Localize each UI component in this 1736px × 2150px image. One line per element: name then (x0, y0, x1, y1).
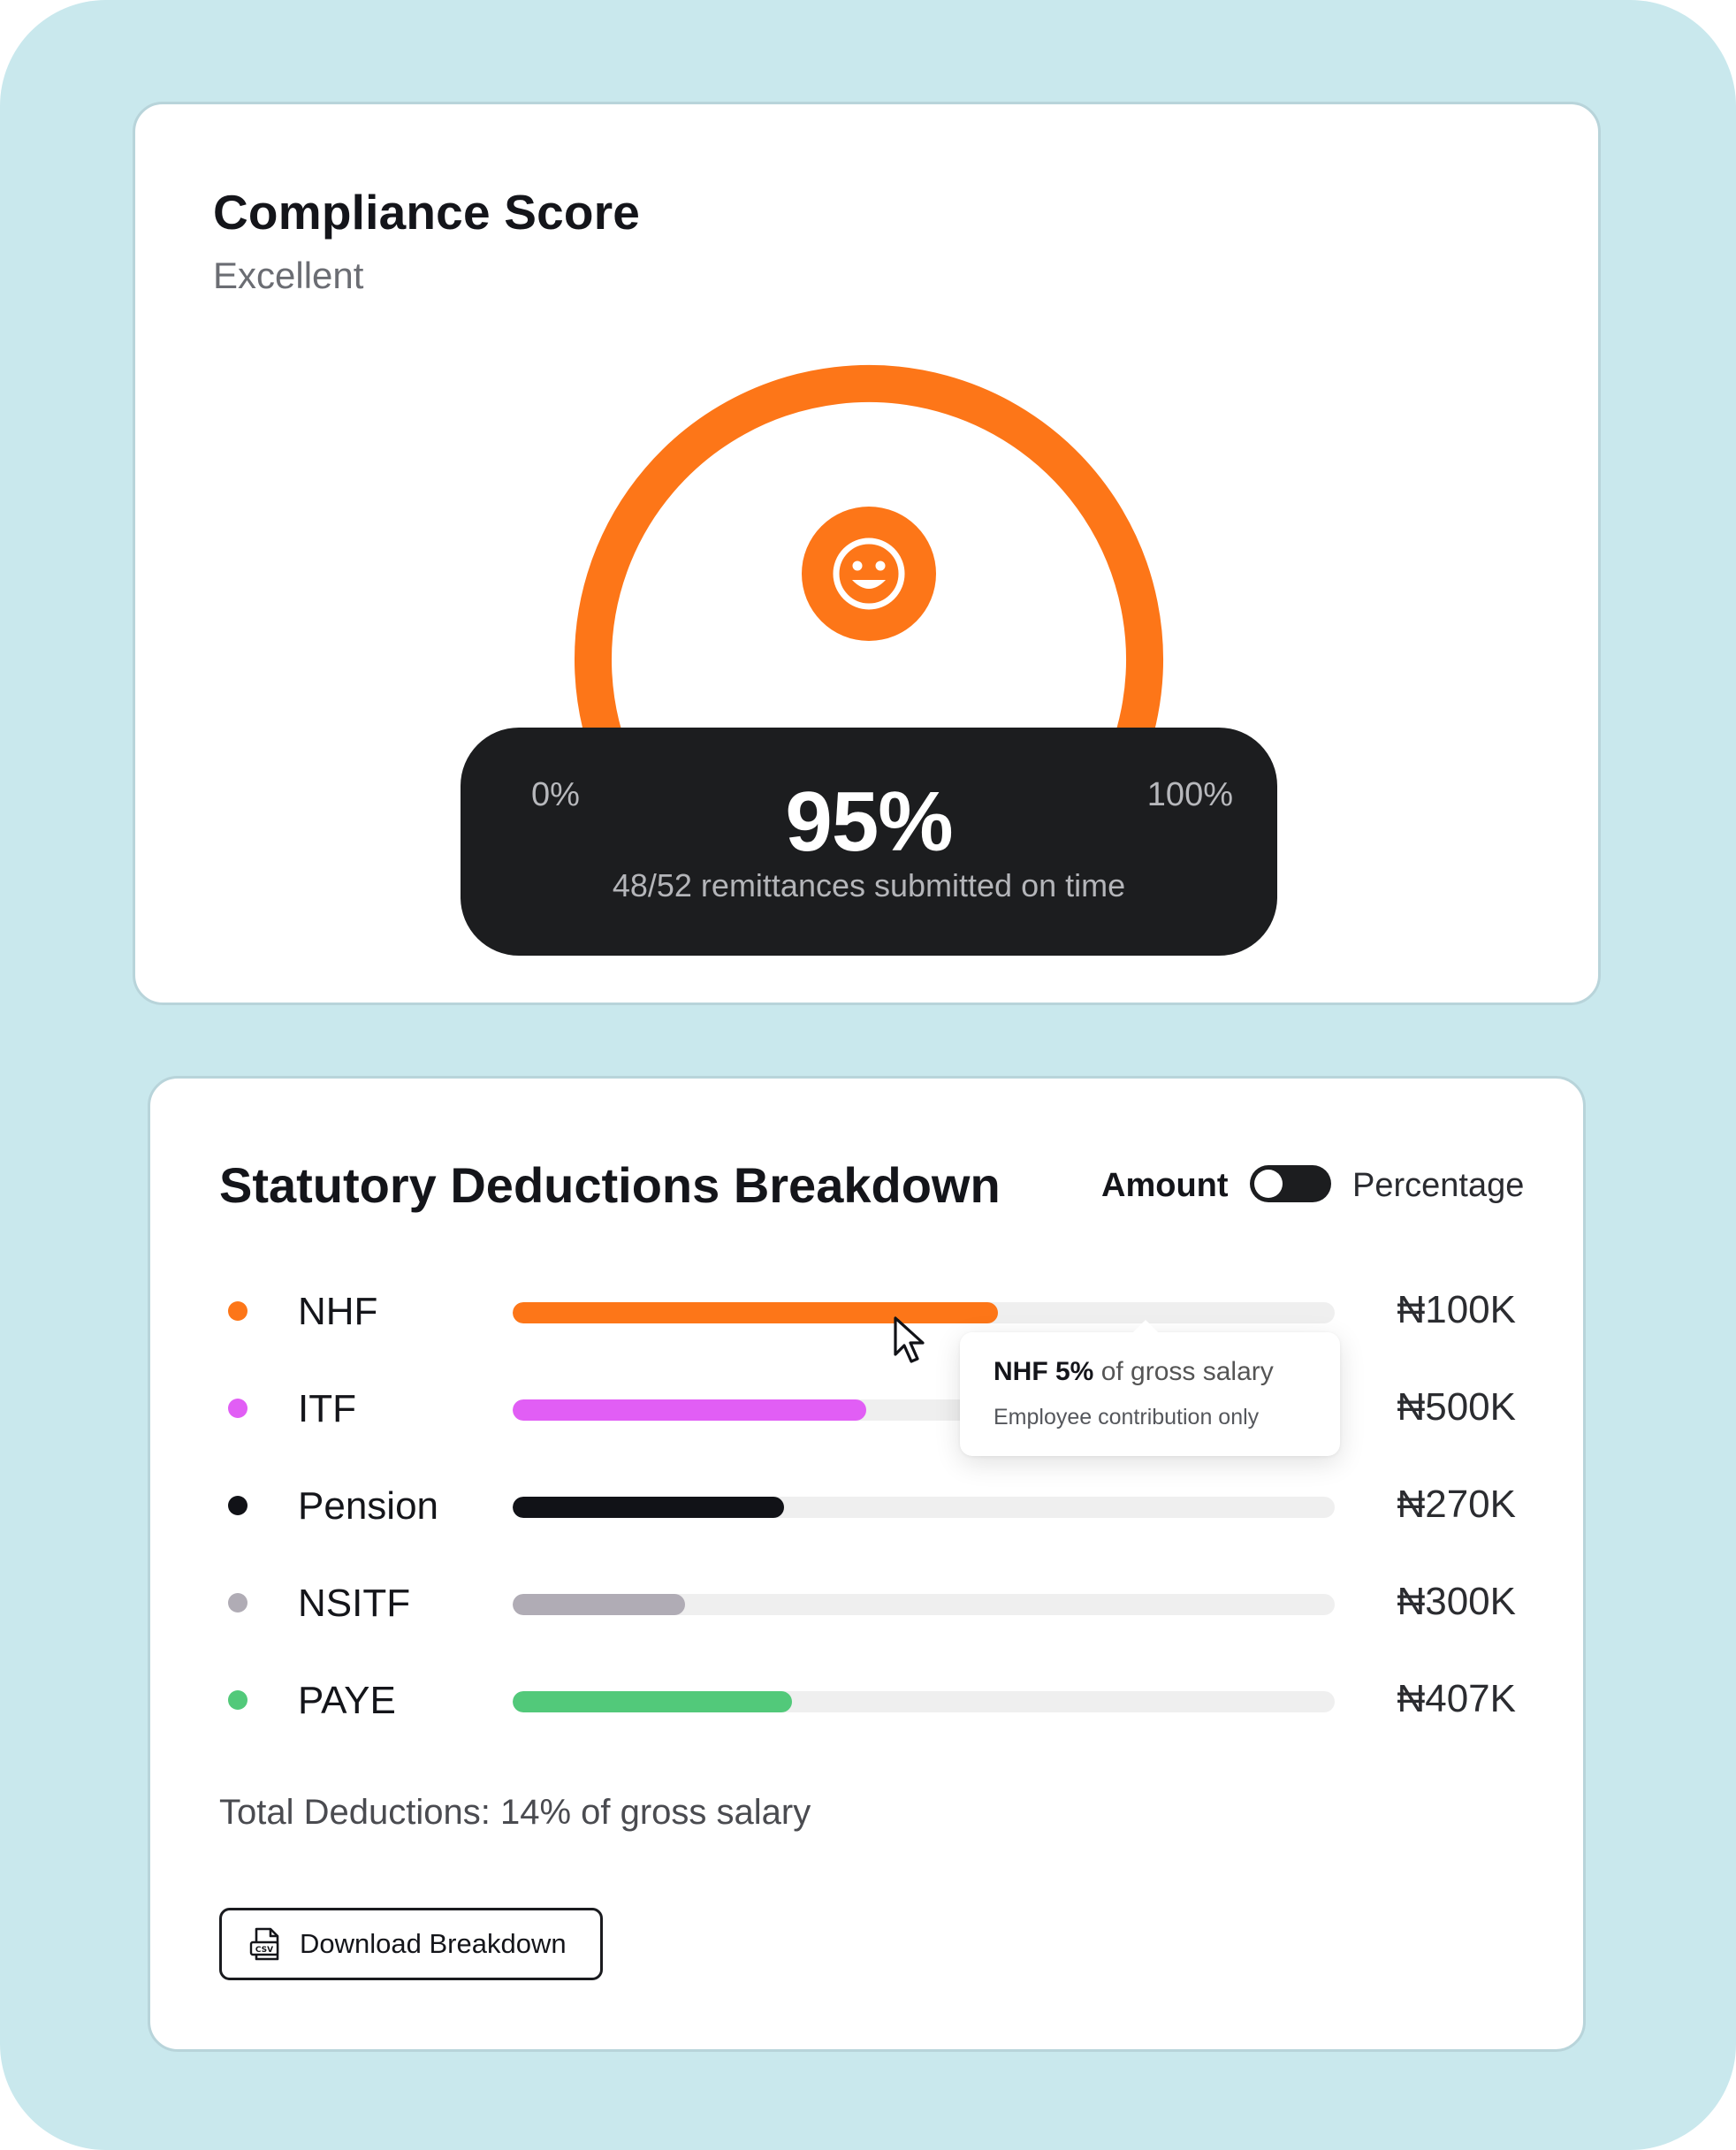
deduction-name: NHF (298, 1290, 378, 1333)
deduction-bar-fill (513, 1399, 866, 1421)
score-panel: 0% 100% 95% 48/52 remittances submitted … (461, 728, 1277, 956)
download-button-label: Download Breakdown (300, 1928, 567, 1959)
compliance-title: Compliance Score (213, 185, 641, 240)
deduction-row-nhf[interactable]: NHF ₦100K (150, 1285, 1583, 1338)
deduction-bar-track[interactable] (513, 1302, 1335, 1323)
gauge-progress (575, 364, 1163, 873)
toggle-knob (1254, 1170, 1283, 1198)
total-deductions: Total Deductions: 14% of gross salary (219, 1793, 811, 1832)
deductions-card: Statutory Deductions Breakdown Amount Pe… (148, 1076, 1586, 2052)
deduction-amount: ₦500K (1397, 1385, 1516, 1429)
mouse-cursor-icon (894, 1316, 925, 1363)
gauge-max-label: 100% (1146, 776, 1233, 813)
deduction-bar-fill (513, 1691, 793, 1712)
toggle-label-percentage[interactable]: Percentage (1352, 1167, 1525, 1204)
compliance-score-card: Compliance Score Excellent 0% 100% 95% 4… (133, 102, 1601, 1005)
gauge-min-label: 0% (531, 776, 580, 813)
smiley-face-icon (802, 507, 936, 641)
score-caption: 48/52 remittances submitted on time (612, 867, 1126, 903)
toggle-label-amount[interactable]: Amount (1101, 1167, 1229, 1204)
deduction-row-paye[interactable]: PAYE ₦407K (150, 1673, 1583, 1727)
csv-file-icon: CSV (249, 1927, 279, 1961)
compliance-rating: Excellent (213, 255, 364, 296)
legend-dot (228, 1593, 247, 1612)
deduction-row-nsitf[interactable]: NSITF ₦300K (150, 1576, 1583, 1629)
legend-dot (228, 1690, 247, 1710)
tooltip-strong: NHF 5% (994, 1357, 1094, 1386)
deduction-name: ITF (298, 1387, 356, 1430)
tooltip-title: NHF 5% of gross salary (994, 1357, 1274, 1387)
legend-dot (228, 1301, 247, 1321)
deduction-amount: ₦270K (1397, 1483, 1516, 1526)
deduction-amount: ₦100K (1397, 1288, 1516, 1331)
deduction-bar-track[interactable] (513, 1691, 1335, 1712)
deduction-bar-fill (513, 1594, 686, 1615)
deduction-bar-track[interactable] (513, 1497, 1335, 1518)
deduction-amount: ₦407K (1397, 1677, 1516, 1720)
deduction-row-pension[interactable]: Pension ₦270K (150, 1479, 1583, 1532)
deduction-name: PAYE (298, 1679, 396, 1722)
deduction-bar-track[interactable] (513, 1594, 1335, 1615)
deduction-name: Pension (298, 1484, 439, 1528)
deduction-name: NSITF (298, 1582, 411, 1625)
tooltip-note: Employee contribution only (994, 1405, 1260, 1430)
legend-dot (228, 1496, 247, 1515)
deductions-title: Statutory Deductions Breakdown (219, 1157, 1001, 1213)
deduction-amount: ₦300K (1397, 1580, 1516, 1623)
tooltip-rest: of gross salary (1100, 1357, 1274, 1386)
score-value: 95% (785, 774, 953, 869)
toggle-switch[interactable] (1250, 1165, 1331, 1202)
legend-dot (228, 1399, 247, 1418)
deduction-bar-fill (513, 1497, 784, 1518)
svg-text:CSV: CSV (255, 1946, 273, 1955)
deduction-bar-fill (513, 1302, 998, 1323)
download-breakdown-button[interactable]: CSV Download Breakdown (219, 1908, 603, 1980)
deduction-row-itf[interactable]: ITF ₦500K (150, 1382, 1583, 1435)
nhf-tooltip: NHF 5% of gross salary Employee contribu… (960, 1320, 1340, 1456)
